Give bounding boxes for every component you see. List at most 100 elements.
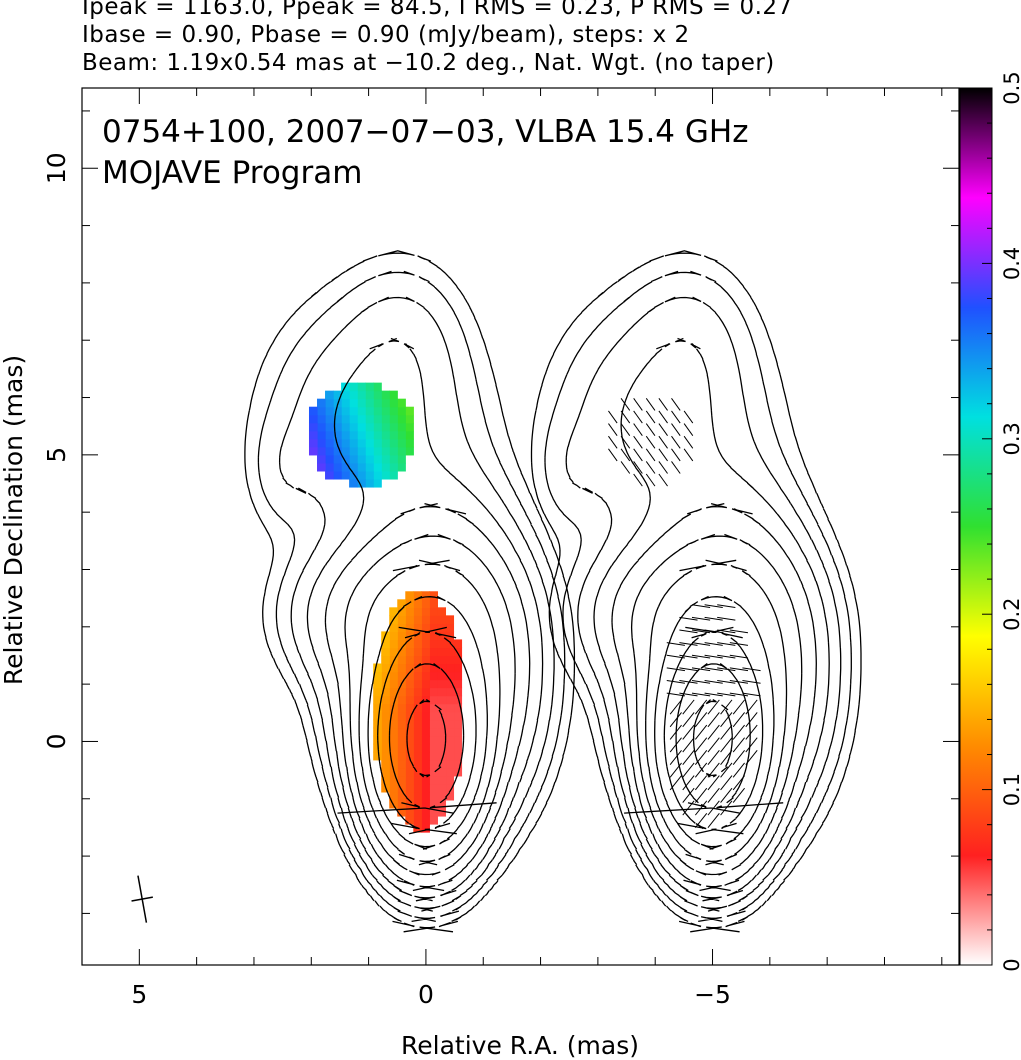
contour-line xyxy=(624,662,784,814)
polarization-vector xyxy=(694,737,708,753)
polarization-vector xyxy=(717,604,736,609)
polarization-vector xyxy=(694,750,708,765)
contour-line xyxy=(611,502,817,892)
polarization-vector xyxy=(645,398,656,411)
fp-pixel xyxy=(389,462,398,472)
fp-pixel xyxy=(389,759,398,769)
fp-pixel xyxy=(397,735,406,745)
fp-pixel xyxy=(381,735,390,745)
fp-pixel xyxy=(365,470,374,480)
fp-pixel xyxy=(397,703,406,713)
fp-pixel xyxy=(389,631,398,641)
fp-pixel xyxy=(381,639,390,649)
polarization-vector xyxy=(729,692,749,697)
x-axis-label: Relative R.A. (mas) xyxy=(401,1031,639,1060)
polarization-vector xyxy=(633,435,643,449)
fp-pixel xyxy=(381,727,390,737)
fp-pixel xyxy=(445,639,455,649)
fp-pixel xyxy=(453,743,463,753)
polarization-vector xyxy=(745,737,758,753)
fp-pixel xyxy=(325,438,334,448)
contour-line xyxy=(593,337,830,902)
fp-pixel xyxy=(437,735,447,745)
fp-pixel xyxy=(421,647,430,657)
polarization-vector xyxy=(717,642,736,646)
polarization-vector xyxy=(682,750,695,765)
contour-line xyxy=(244,250,576,933)
polarization-vector xyxy=(694,775,708,791)
fp-pixel xyxy=(413,807,422,817)
colorbar-tick-label: 0.2 xyxy=(1000,597,1021,630)
fp-pixel xyxy=(373,751,382,761)
fp-pixel xyxy=(421,687,430,697)
fp-pixel xyxy=(397,430,406,440)
fp-pixel xyxy=(437,703,447,713)
fp-pixel xyxy=(365,462,374,472)
fp-pixel xyxy=(445,791,455,801)
fp-pixel xyxy=(405,735,414,745)
polarization-vector xyxy=(671,423,681,436)
fp-pixel xyxy=(429,735,438,745)
fp-pixel xyxy=(397,398,406,408)
fp-pixel xyxy=(413,799,422,809)
fp-pixel xyxy=(381,775,390,785)
fp-pixel xyxy=(405,807,414,817)
fp-pixel xyxy=(429,623,438,632)
polarization-vector xyxy=(729,667,749,672)
fp-pixel xyxy=(317,438,326,448)
polarization-vector xyxy=(691,642,711,646)
polarization-vector xyxy=(633,398,643,411)
fp-pixel xyxy=(445,663,455,673)
fp-pixel xyxy=(397,454,406,464)
fp-pixel xyxy=(413,639,422,649)
fp-pixel xyxy=(437,687,447,697)
polarization-vector xyxy=(691,629,711,634)
polarization-vector xyxy=(608,435,618,449)
polarization-vector xyxy=(694,787,708,803)
polarization-vector xyxy=(729,654,749,659)
polarization-vector xyxy=(682,800,695,816)
fp-pixel xyxy=(373,398,382,408)
fp-pixel xyxy=(373,438,382,448)
polarization-vector xyxy=(720,699,733,715)
fp-pixel xyxy=(389,775,398,785)
fp-pixel xyxy=(429,599,438,608)
polarization-vector xyxy=(620,435,631,449)
fp-pixel xyxy=(405,775,414,785)
fp-pixel xyxy=(357,398,366,408)
fp-pixel xyxy=(437,807,447,817)
fp-pixel xyxy=(397,687,406,697)
fp-pixel xyxy=(341,470,350,480)
fp-pixel xyxy=(437,695,447,705)
colorbar-tick-label: 0.3 xyxy=(1000,422,1021,455)
fp-pixel xyxy=(389,751,398,761)
fp-pixel xyxy=(453,727,463,737)
fp-pixel xyxy=(373,711,382,721)
fp-pixel xyxy=(445,695,455,705)
fp-pixel xyxy=(429,655,438,665)
polarization-vector xyxy=(742,692,761,697)
fp-pixel xyxy=(325,406,334,416)
fp-pixel xyxy=(373,414,382,424)
fp-pixel xyxy=(429,775,438,785)
fp-pixel xyxy=(421,703,430,713)
fp-pixel xyxy=(397,647,406,657)
fp-pixel xyxy=(373,454,382,464)
polarization-vector xyxy=(694,699,708,715)
fp-pixel xyxy=(397,807,406,817)
fp-pixel xyxy=(308,414,318,424)
fp-pixel xyxy=(389,406,398,416)
fp-pixel xyxy=(413,607,422,616)
fp-pixel xyxy=(397,615,406,624)
fp-pixel xyxy=(365,454,374,464)
fp-pixel xyxy=(389,671,398,681)
colorbar-tick-label: 0 xyxy=(1000,958,1021,971)
fp-pixel xyxy=(445,615,455,624)
fp-pixel xyxy=(397,422,406,432)
polarization-vector xyxy=(669,724,682,740)
fp-pixel xyxy=(381,695,390,705)
header-line-1: Ipeak = 1163.0, Ppeak = 84.5, I RMS = 0.… xyxy=(82,0,793,20)
fp-pixel xyxy=(365,478,374,488)
polarization-vector xyxy=(669,775,682,791)
chart-title: 0754+100, 2007−07−03, VLBA 15.4 GHz xyxy=(102,114,748,150)
